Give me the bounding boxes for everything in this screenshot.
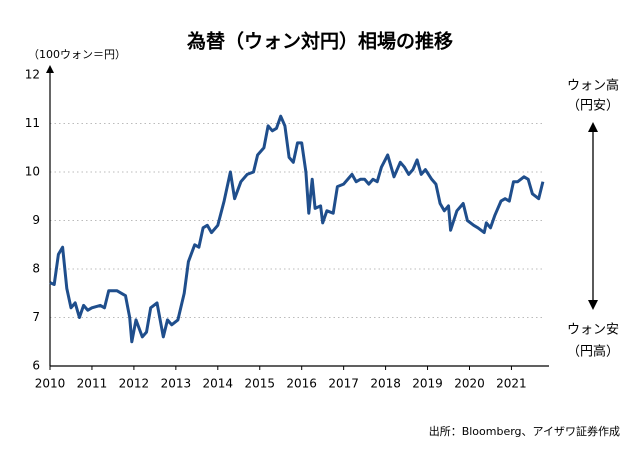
- arrow-head: [588, 122, 598, 132]
- x-tick-label: 2010: [35, 377, 66, 391]
- x-tick-label: 2018: [370, 377, 401, 391]
- y-tick-label: 12: [25, 68, 40, 82]
- x-tick-label: 2019: [412, 377, 443, 391]
- x-tick-label: 2017: [328, 377, 359, 391]
- x-tick-label: 2016: [286, 377, 317, 391]
- x-tick-label: 2012: [119, 377, 150, 391]
- y-tick-label: 9: [32, 213, 40, 227]
- x-tick-label: 2011: [77, 377, 108, 391]
- line: [49, 114, 545, 344]
- y-axis-label: （100ウォン＝円）: [28, 48, 126, 61]
- y-tick-label: 10: [25, 165, 40, 179]
- annotation: （円高）: [567, 344, 619, 360]
- annotation: （円安）: [567, 99, 619, 114]
- arrow-head: [588, 300, 598, 310]
- y-tick-label: 6: [32, 359, 40, 373]
- x-tick-label: 2015: [244, 377, 275, 391]
- y-tick-label: 11: [25, 116, 40, 130]
- annotation: ウォン安: [567, 323, 619, 338]
- x-tick-label: 2013: [161, 377, 192, 391]
- x-tick-label: 2021: [496, 377, 527, 391]
- x-tick-label: 2014: [203, 377, 234, 391]
- annotation: ウォン高: [567, 78, 619, 94]
- y-tick-label: 8: [32, 262, 40, 276]
- source: 出所：Bloomberg、アイザワ証券作成: [429, 424, 620, 438]
- chart-title: 為替（ウォン対円）相場の推移: [187, 30, 453, 53]
- y-tick-label: 7: [32, 310, 40, 324]
- y-axis-arrow: [46, 65, 54, 73]
- x-tick-label: 2020: [454, 377, 485, 391]
